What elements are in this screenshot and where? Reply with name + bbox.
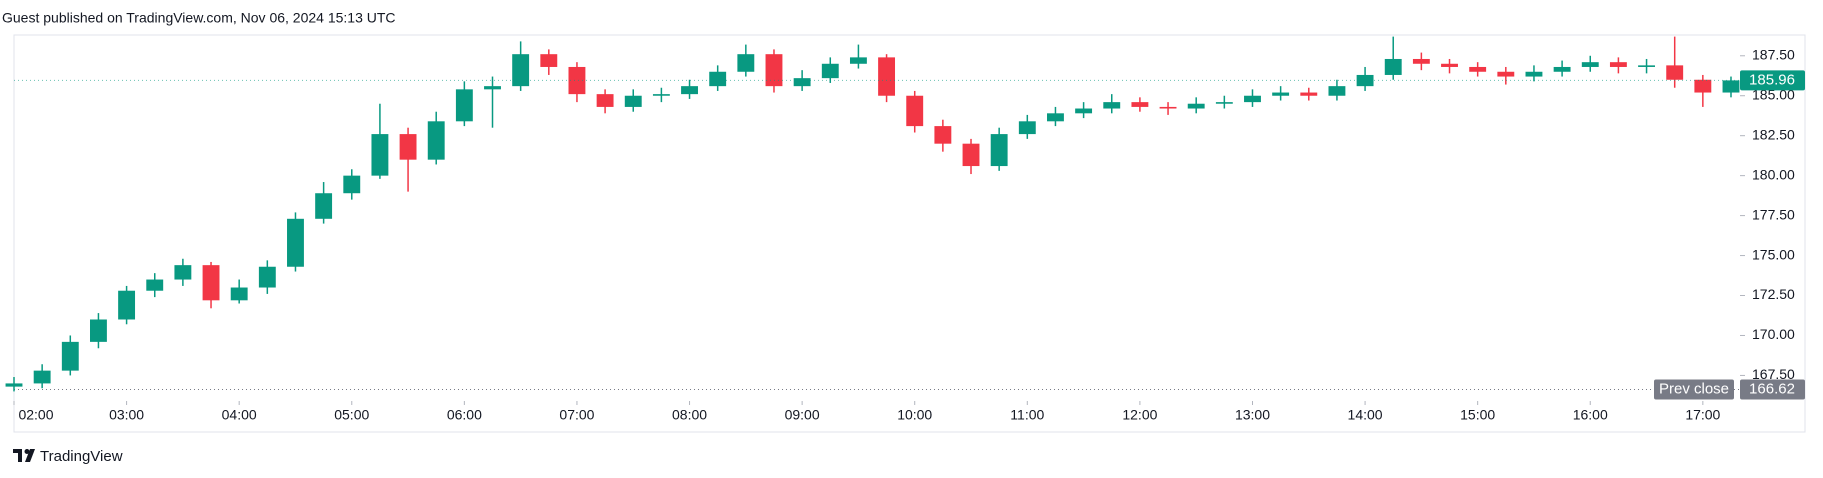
- candle-body: [1581, 62, 1599, 67]
- candle-body: [1694, 79, 1712, 93]
- logo: [13, 449, 35, 462]
- candle-body: [878, 57, 896, 96]
- candle-body: [343, 175, 361, 194]
- candle-body: [174, 265, 192, 280]
- candle-body: [962, 143, 980, 167]
- x-tick-label: 15:00: [1460, 407, 1495, 423]
- y-tick-label: 170.00: [1752, 326, 1795, 342]
- candle-body: [230, 287, 248, 301]
- x-tick-label: 14:00: [1348, 407, 1383, 423]
- candle-body: [709, 71, 727, 87]
- candle-body: [258, 266, 276, 288]
- candle-body: [61, 341, 79, 371]
- x-tick-label: 13:00: [1235, 407, 1270, 423]
- y-tick-label: 172.50: [1752, 286, 1795, 302]
- candle-body: [849, 57, 867, 64]
- candle-body: [1441, 63, 1458, 67]
- prev-close-name-box: [1654, 379, 1734, 400]
- candle-body: [568, 66, 586, 95]
- candle-body: [1525, 71, 1543, 77]
- x-tick-label: 02:00: [18, 407, 53, 423]
- x-tick-label: 08:00: [672, 407, 707, 423]
- candle-body: [1384, 58, 1402, 75]
- candle-body: [1638, 65, 1655, 67]
- y-tick-label: 177.50: [1752, 206, 1795, 222]
- candle-body: [1328, 86, 1346, 96]
- x-tick-label: 16:00: [1573, 407, 1608, 423]
- candle-body: [1075, 108, 1093, 114]
- candle-body: [1722, 80, 1740, 93]
- candle-body: [1553, 66, 1571, 72]
- prev-close-name: Prev close: [1659, 380, 1729, 397]
- candle-body: [1131, 102, 1149, 107]
- y-tick-label: 182.50: [1752, 126, 1795, 142]
- candle-body: [202, 265, 220, 301]
- candle-body: [1469, 66, 1487, 72]
- candle-body: [5, 383, 23, 387]
- candle-body: [793, 78, 811, 87]
- last-price-label: 185.96: [1749, 71, 1795, 88]
- candle-body: [906, 95, 924, 127]
- x-tick-label: 12:00: [1122, 407, 1157, 423]
- candle-body: [652, 94, 670, 96]
- x-tick-label: 17:00: [1685, 407, 1720, 423]
- candle-body: [1215, 102, 1233, 104]
- candle-body: [624, 95, 642, 107]
- candle-body: [1609, 62, 1627, 67]
- candle-body: [540, 54, 558, 67]
- candle-body: [1047, 113, 1064, 122]
- candle-body: [89, 319, 107, 342]
- header: Guest published on TradingView.com, Nov …: [2, 10, 396, 26]
- candle-body: [1666, 65, 1684, 80]
- candle-body: [765, 54, 783, 87]
- candle-body: [681, 86, 698, 95]
- x-tick-label: 04:00: [222, 407, 257, 423]
- x-tick-label: 07:00: [559, 407, 594, 423]
- candle-body: [287, 218, 304, 267]
- y-tick-label: 187.50: [1752, 46, 1795, 62]
- candle-body: [1018, 121, 1036, 135]
- last-price-box: [1740, 70, 1805, 91]
- candle-body: [596, 94, 614, 107]
- candle-body: [371, 134, 389, 176]
- candle-body: [1412, 58, 1430, 64]
- candle-body: [1272, 92, 1290, 96]
- candle-body: [118, 290, 136, 320]
- candle-body: [399, 134, 417, 160]
- candle-body: [737, 54, 755, 72]
- footer: TradingView: [40, 448, 123, 465]
- y-tick-label: 167.50: [1752, 366, 1795, 382]
- x-tick-label: 11:00: [1010, 407, 1044, 423]
- x-tick-label: 05:00: [334, 407, 369, 423]
- candle-body: [821, 63, 839, 79]
- candle-body: [990, 134, 1008, 167]
- x-tick-label: 09:00: [785, 407, 820, 423]
- candle-body: [934, 126, 952, 144]
- candle-body: [455, 89, 473, 122]
- candle-body: [1187, 103, 1205, 109]
- prev-close-value-box: [1740, 379, 1805, 400]
- candle-body: [146, 279, 164, 291]
- x-tick-label: 06:00: [447, 407, 482, 423]
- candle-body: [1159, 106, 1177, 109]
- candle-body: [1103, 102, 1121, 109]
- candle-body: [1497, 71, 1515, 77]
- x-tick-label: 10:00: [897, 407, 932, 423]
- candle-body: [33, 370, 51, 384]
- candle-body: [1244, 95, 1261, 103]
- candle-body: [427, 121, 445, 160]
- candle-body: [315, 193, 333, 219]
- candle-body: [484, 86, 501, 90]
- chart-frame: [13, 34, 1806, 433]
- candle-body: [1300, 92, 1318, 96]
- y-tick-label: 185.00: [1752, 86, 1795, 102]
- candle-body: [1356, 74, 1374, 87]
- candle-body: [512, 54, 530, 87]
- prev-close-value: 166.62: [1749, 380, 1795, 397]
- y-tick-label: 175.00: [1752, 246, 1795, 262]
- y-tick-label: 180.00: [1752, 166, 1795, 182]
- x-tick-label: 03:00: [109, 407, 144, 423]
